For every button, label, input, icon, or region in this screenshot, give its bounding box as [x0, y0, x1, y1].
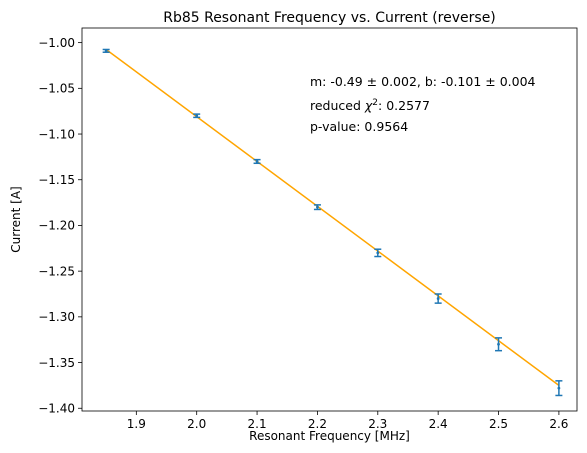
- y-tick-label: −1.15: [38, 173, 75, 187]
- chi-symbol: χ: [364, 98, 373, 113]
- fit-params-annotation: m: -0.49 ± 0.002, b: -0.101 ± 0.004: [310, 74, 536, 89]
- fit-line: [105, 48, 560, 387]
- x-tick-label: 2.5: [489, 417, 508, 431]
- data-marker: [104, 49, 108, 53]
- y-tick-label: −1.05: [38, 82, 75, 96]
- y-axis-label: Current [A]: [9, 186, 23, 252]
- p-value-annotation: p-value: 0.9564: [310, 119, 408, 134]
- data-point: [495, 337, 503, 352]
- y-tick-label: −1.00: [38, 36, 75, 50]
- reduced-chi2-prefix: reduced: [310, 98, 365, 113]
- data-marker: [195, 114, 199, 118]
- data-point: [193, 113, 201, 119]
- x-tick-label: 2.0: [187, 417, 206, 431]
- reduced-chi2-value: : 0.2577: [378, 98, 430, 113]
- data-point: [313, 204, 321, 211]
- data-marker: [255, 160, 259, 163]
- data-point: [253, 158, 261, 165]
- x-tick-label: 1.9: [127, 417, 146, 431]
- y-tick-label: −1.25: [38, 264, 75, 278]
- data-marker: [436, 297, 440, 300]
- y-tick-label: −1.30: [38, 310, 75, 324]
- data-marker: [316, 205, 319, 209]
- y-tick-label: −1.10: [38, 127, 75, 141]
- y-tick-label: −1.20: [38, 219, 75, 233]
- axes-frame: [81, 27, 578, 412]
- data-point: [374, 248, 382, 258]
- x-tick-label: 2.1: [248, 417, 267, 431]
- x-axis-label: Resonant Frequency [MHz]: [249, 429, 410, 443]
- data-marker: [376, 251, 380, 255]
- y-tick-label: −1.35: [38, 356, 75, 370]
- y-tick-label: −1.40: [38, 402, 75, 416]
- data-point: [434, 293, 442, 304]
- chart-title: Rb85 Resonant Frequency vs. Current (rev…: [163, 10, 496, 26]
- x-tick-label: 2.4: [429, 417, 448, 431]
- x-tick-label: 2.3: [368, 417, 387, 431]
- data-point: [555, 380, 563, 397]
- reduced-chi2-annotation: reduced χ2: 0.2577: [310, 98, 430, 113]
- plot-area: [102, 48, 563, 397]
- x-tick-label: 2.2: [308, 417, 327, 431]
- chi-superscript: 2: [372, 98, 378, 108]
- data-marker: [497, 342, 500, 346]
- data-point: [102, 48, 110, 53]
- data-marker: [557, 386, 561, 390]
- x-tick-label: 2.6: [549, 417, 568, 431]
